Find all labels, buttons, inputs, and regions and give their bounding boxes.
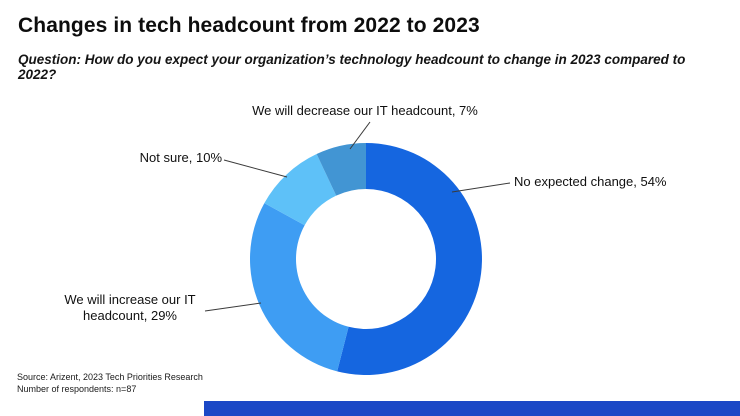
callout-no-change: No expected change, 54% <box>514 174 667 189</box>
callout-increase: We will increase our IT headcount, 29% <box>64 292 196 323</box>
donut-slice-0 <box>337 143 482 376</box>
respondents-note: Number of respondents: n=87 <box>17 384 137 394</box>
callout-not-sure: Not sure, 10% <box>139 150 222 165</box>
brand-accent-bar <box>204 401 740 416</box>
page-title: Changes in tech headcount from 2022 to 2… <box>18 14 480 37</box>
donut-slice-3 <box>316 143 366 196</box>
callout-decrease: We will decrease our IT headcount, 7% <box>252 103 478 118</box>
donut-slices <box>250 143 482 376</box>
leader-line-decrease <box>349 121 371 150</box>
donut-slice-2 <box>264 154 337 226</box>
leader-line-not-sure <box>223 159 288 178</box>
donut-slice-1 <box>250 203 349 372</box>
chart-question-subtitle: Question: How do you expect your organiz… <box>18 52 686 82</box>
leader-line-increase <box>204 302 262 312</box>
leader-line-no-change <box>451 182 511 193</box>
source-note: Source: Arizent, 2023 Tech Priorities Re… <box>17 372 203 382</box>
